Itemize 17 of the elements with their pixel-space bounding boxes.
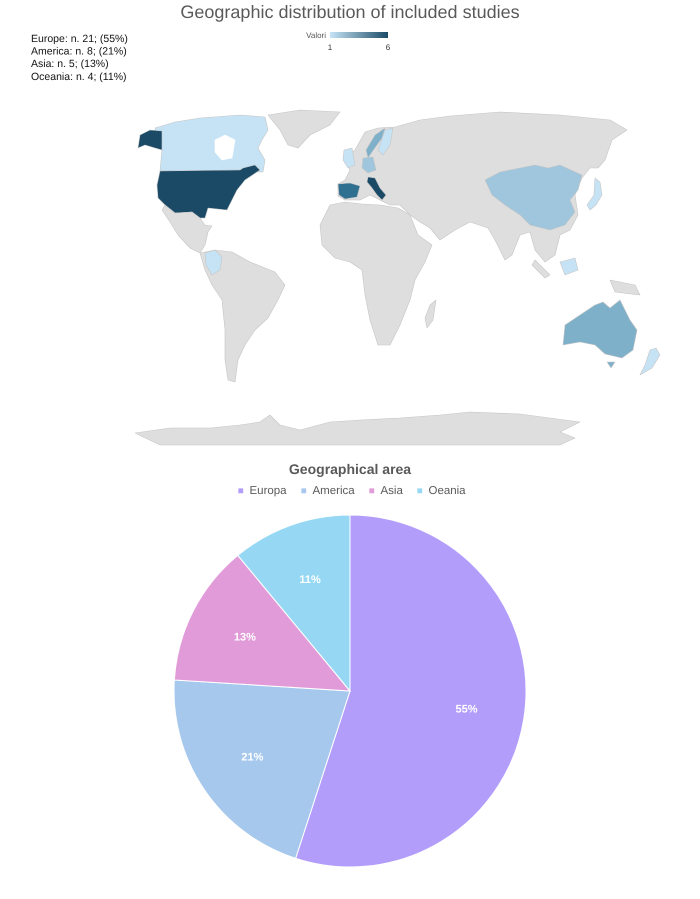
data-label: 11% <box>299 574 321 586</box>
legend-label: Asia <box>380 484 404 497</box>
text: Geographic distribution of included studies <box>180 2 520 22</box>
text: America: n. 8; (21%) <box>31 46 127 58</box>
text: Europe: n. 21; (55%) <box>31 33 128 45</box>
data-label: 55% <box>456 703 478 716</box>
color-bar-title: Valori <box>306 31 326 40</box>
chart-title: Geographical area <box>288 461 412 477</box>
text: 1 <box>328 43 333 52</box>
text: Oceania: n. 4; (11%) <box>31 70 127 83</box>
legend-label: America <box>312 484 356 497</box>
legend-label: Oeania <box>428 484 466 497</box>
text: Asia: n. 5; (13%) <box>31 58 109 70</box>
legend-label: Europa <box>250 484 288 497</box>
data-label: 21% <box>241 751 264 764</box>
text: 6 <box>386 43 391 52</box>
data-label: 13% <box>234 631 256 644</box>
